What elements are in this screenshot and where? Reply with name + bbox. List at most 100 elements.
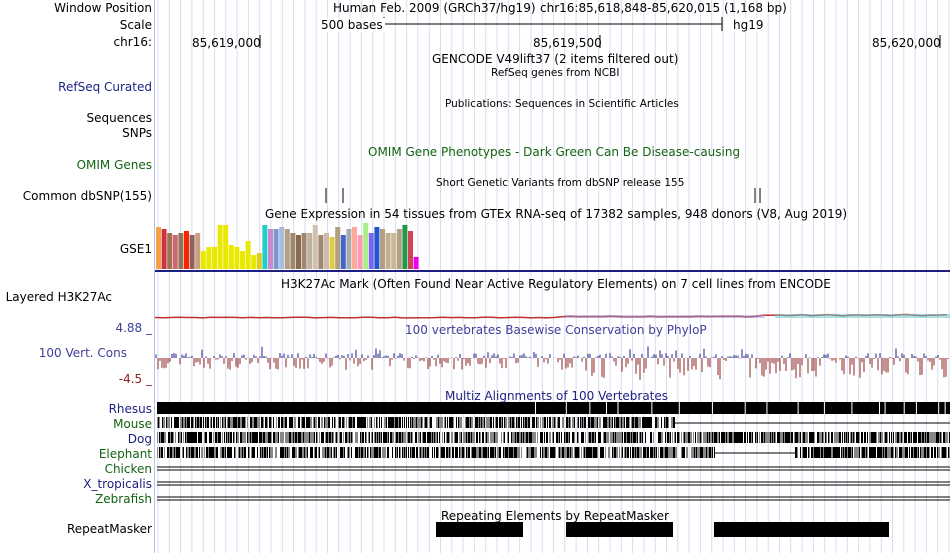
alignment-block	[875, 432, 876, 443]
alignment-gap	[605, 402, 607, 414]
track-label-h3k27ac[interactable]: Layered H3K27Ac	[5, 290, 112, 304]
track-label-omim[interactable]: OMIM Genes	[76, 158, 152, 172]
alignment-block	[744, 432, 745, 443]
alignment-block	[377, 417, 378, 428]
alignment-block	[872, 447, 873, 458]
species-label-rhesus[interactable]: Rhesus	[108, 402, 152, 416]
alignment-block	[308, 417, 309, 428]
alignment-block	[630, 432, 631, 443]
species-label-elephant[interactable]: Elephant	[98, 447, 152, 461]
species-label-mouse[interactable]: Mouse	[113, 417, 152, 431]
alignment-block	[630, 447, 631, 458]
alignment-block	[528, 447, 529, 458]
alignment-block	[647, 417, 648, 428]
title-multiz[interactable]: Multiz Alignments of 100 Vertebrates	[445, 389, 669, 403]
alignment-block	[751, 432, 752, 443]
alignment-block	[929, 432, 930, 443]
track-label-sequences[interactable]: Sequences	[86, 111, 152, 125]
title-refseq[interactable]: RefSeq genes from NCBI	[491, 67, 620, 79]
alignment-block	[438, 417, 439, 428]
species-label-zebrafish[interactable]: Zebrafish	[95, 492, 152, 506]
track-label-refseq[interactable]: RefSeq Curated	[58, 80, 152, 94]
alignment-block	[693, 447, 694, 458]
alignment-block	[517, 447, 518, 458]
alignment-block	[274, 432, 275, 443]
alignment-block	[427, 432, 428, 443]
species-label-dog[interactable]: Dog	[127, 432, 152, 446]
alignment-block	[367, 447, 368, 458]
alignment-block	[596, 417, 597, 428]
alignment-block	[164, 447, 165, 458]
title-dbsnp[interactable]: Short Genetic Variants from dbSNP releas…	[436, 177, 685, 189]
species-label-xtropicalis[interactable]: X_tropicalis	[83, 477, 152, 491]
alignment-block	[223, 447, 224, 458]
alignment-block	[352, 432, 353, 443]
alignment-block	[672, 417, 673, 428]
track-label-cons[interactable]: 100 Vert. Cons	[38, 346, 127, 360]
alignment-block	[774, 432, 775, 443]
alignment-block	[859, 447, 860, 458]
alignment-block	[926, 432, 927, 443]
alignment-block	[521, 447, 522, 458]
track-label-dbsnp[interactable]: Common dbSNP(155)	[22, 189, 152, 203]
alignment-block	[281, 432, 282, 443]
alignment-block	[933, 432, 934, 443]
gtex-bar	[380, 229, 385, 269]
alignment-block	[427, 417, 428, 428]
alignment-block	[543, 447, 544, 458]
alignment-block	[294, 447, 295, 458]
alignment-block	[224, 447, 225, 458]
alignment-block	[480, 447, 481, 458]
alignment-block	[492, 432, 493, 443]
species-label-chicken[interactable]: Chicken	[104, 462, 152, 476]
title-gtex[interactable]: Gene Expression in 54 tissues from GTEx …	[265, 207, 848, 221]
alignment-block	[612, 447, 613, 458]
alignment-block	[456, 432, 457, 443]
alignment-block	[361, 432, 362, 443]
alignment-block	[160, 432, 161, 443]
alignment-block	[755, 432, 756, 443]
alignment-block	[700, 432, 701, 443]
alignment-block	[696, 447, 697, 458]
title-publications[interactable]: Publications: Sequences in Scientific Ar…	[445, 98, 679, 110]
alignment-block	[211, 447, 212, 458]
alignment-block	[477, 432, 478, 443]
title-h3k27ac[interactable]: H3K27Ac Mark (Often Found Near Active Re…	[281, 277, 831, 291]
alignment-block	[410, 417, 411, 428]
title-gencode[interactable]: GENCODE V49lift37 (2 items filtered out)	[432, 52, 679, 66]
alignment-block	[588, 432, 589, 443]
alignment-block	[813, 432, 814, 443]
track-label-snps[interactable]: SNPs	[122, 126, 152, 140]
title-repeatmasker[interactable]: Repeating Elements by RepeatMasker	[441, 509, 669, 523]
track-label-repeatmasker[interactable]: RepeatMasker	[66, 522, 152, 536]
gtex-bar-chart[interactable]	[155, 0, 950, 553]
track-label-gse1[interactable]: GSE1	[119, 242, 152, 256]
alignment-block	[302, 432, 303, 443]
alignment-block	[712, 447, 713, 458]
alignment-gap	[589, 402, 591, 414]
alignment-block	[883, 447, 884, 458]
alignment-block	[303, 447, 304, 458]
alignment-block	[312, 447, 313, 458]
title-omim[interactable]: OMIM Gene Phenotypes - Dark Green Can Be…	[368, 145, 741, 159]
alignment-block	[928, 447, 929, 458]
alignment-block	[310, 447, 311, 458]
alignment-block	[218, 432, 219, 443]
alignment-block	[614, 417, 615, 428]
alignment-block	[224, 417, 225, 428]
alignment-block	[351, 432, 352, 443]
alignment-block	[837, 432, 838, 443]
alignment-block	[488, 432, 489, 443]
alignment-block	[198, 417, 199, 428]
alignment-block	[584, 447, 585, 458]
title-phylop[interactable]: 100 vertebrates Basewise Conservation by…	[405, 323, 707, 337]
track-area[interactable]: Human Feb. 2009 (GRCh37/hg19) chr16:85,6…	[155, 0, 950, 553]
alignment-block	[483, 432, 484, 443]
alignment-block	[552, 417, 553, 428]
chrom-label: chr16:	[113, 35, 152, 49]
alignment-block	[509, 417, 510, 428]
cons-max-label: 4.88 _	[115, 321, 152, 335]
alignment-block	[637, 417, 638, 428]
alignment-block	[494, 447, 495, 458]
